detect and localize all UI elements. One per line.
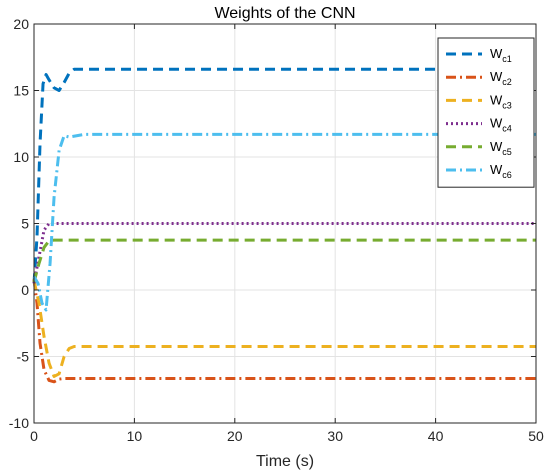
- x-tick-label: 40: [428, 428, 444, 444]
- x-axis-label: Time (s): [256, 453, 314, 470]
- y-tick-label: 5: [21, 216, 29, 232]
- series-line-c6: [32, 132, 536, 312]
- x-tick-label: 50: [528, 428, 544, 444]
- y-tick-label: -10: [9, 415, 29, 431]
- y-tick-label: -5: [17, 349, 30, 365]
- axis-ticks: 0 10 20 30 40 50 -10 -5 0 5 10 15 20: [9, 16, 544, 444]
- y-tick-label: 0: [21, 282, 29, 298]
- legend-box: [437, 37, 535, 188]
- series-line-c5: [32, 238, 536, 283]
- chart-title: Weights of the CNN: [214, 5, 355, 22]
- x-tick-label: 20: [227, 428, 243, 444]
- series-line-c3: [32, 280, 536, 378]
- x-tick-label: 0: [30, 428, 38, 444]
- series-line-c2: [32, 279, 536, 384]
- y-tick-label: 10: [13, 149, 29, 165]
- series-lines: [32, 67, 536, 384]
- x-tick-label: 10: [127, 428, 143, 444]
- y-tick-label: 15: [13, 83, 29, 99]
- x-tick-label: 30: [327, 428, 343, 444]
- y-tick-label: 20: [13, 16, 29, 32]
